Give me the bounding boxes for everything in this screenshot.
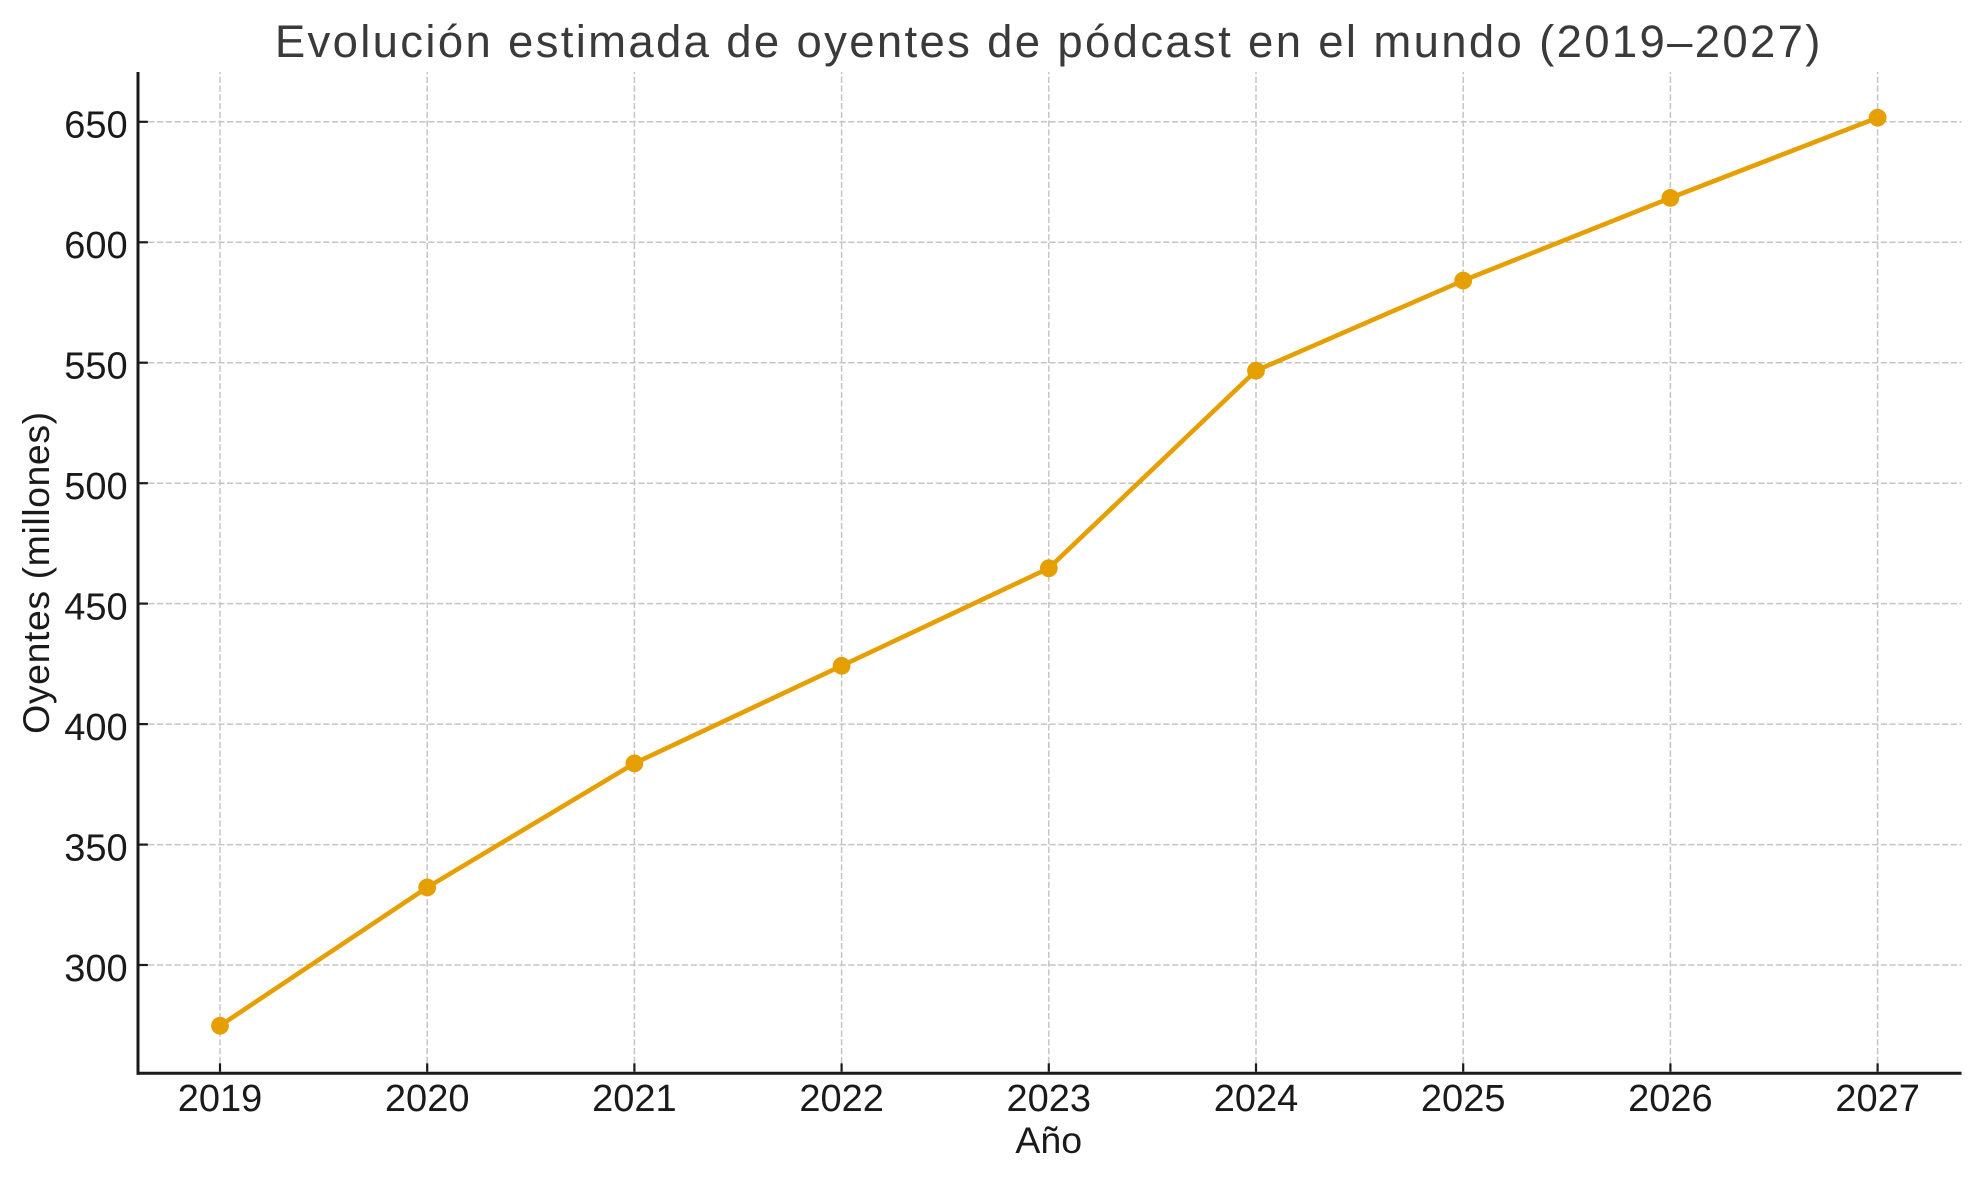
svg-text:2019: 2019: [178, 1078, 263, 1120]
svg-text:400: 400: [64, 707, 127, 749]
svg-text:450: 450: [64, 587, 127, 629]
svg-text:650: 650: [64, 105, 127, 147]
svg-text:550: 550: [64, 346, 127, 388]
svg-text:2023: 2023: [1007, 1078, 1092, 1120]
svg-text:2022: 2022: [799, 1078, 884, 1120]
svg-text:Evolución estimada de oyentes: Evolución estimada de oyentes de pódcast…: [275, 16, 1823, 67]
svg-text:2027: 2027: [1835, 1078, 1920, 1120]
svg-text:300: 300: [64, 948, 127, 990]
svg-text:500: 500: [64, 466, 127, 508]
svg-text:2020: 2020: [385, 1078, 470, 1120]
svg-text:600: 600: [64, 225, 127, 267]
svg-text:2021: 2021: [592, 1078, 677, 1120]
svg-text:350: 350: [64, 828, 127, 870]
svg-text:2025: 2025: [1421, 1078, 1506, 1120]
svg-text:Año: Año: [1015, 1119, 1082, 1161]
svg-text:2026: 2026: [1628, 1078, 1713, 1120]
svg-text:2024: 2024: [1214, 1078, 1299, 1120]
svg-text:Oyentes (millones): Oyentes (millones): [15, 411, 57, 734]
